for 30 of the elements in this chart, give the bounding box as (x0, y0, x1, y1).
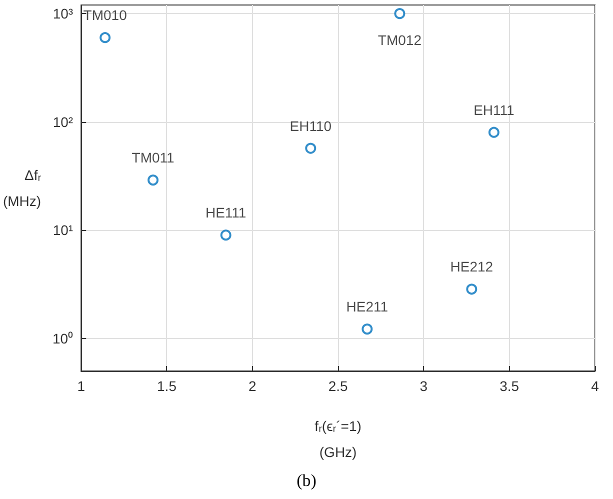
point (220, 230, 232, 241)
x-tick-label: 3 (420, 378, 428, 394)
point (362, 324, 373, 335)
y-tick-label: 10¹ (52, 222, 74, 238)
annotation: HE111 (205, 204, 246, 221)
annotation: TM011 (132, 150, 175, 166)
y-tick-label: 10³ (52, 6, 74, 22)
annotation: TM012 (378, 32, 422, 48)
x-tick-label: 1 (77, 378, 86, 394)
y-tick-label: 10⁰ (52, 330, 74, 346)
x-tick-label: 2 (248, 378, 256, 394)
annotation: HE212 (450, 258, 494, 275)
annotation: EH111 (474, 102, 515, 118)
point (305, 142, 316, 154)
x-tick-label: 4 (591, 378, 600, 394)
point (148, 174, 159, 186)
x-tick-label: 3.5 (500, 378, 520, 394)
point (466, 284, 478, 295)
annotation: HE211 (346, 298, 388, 315)
y-tick-label: 10² (52, 114, 74, 130)
annotation: TM010 (83, 7, 128, 24)
text: (b) (296, 470, 318, 492)
x-tick-label: 2.5 (328, 378, 348, 394)
point (488, 126, 500, 138)
y-axis-title: Δfᵣ (MHz) (2, 167, 42, 209)
point (100, 32, 111, 44)
point (394, 8, 406, 20)
x-axis-title: fᵣ(ϵᵣ´=1) (GHz) (314, 418, 362, 460)
annotation: EH110 (290, 118, 332, 134)
x-tick-label: 1.5 (157, 378, 177, 394)
